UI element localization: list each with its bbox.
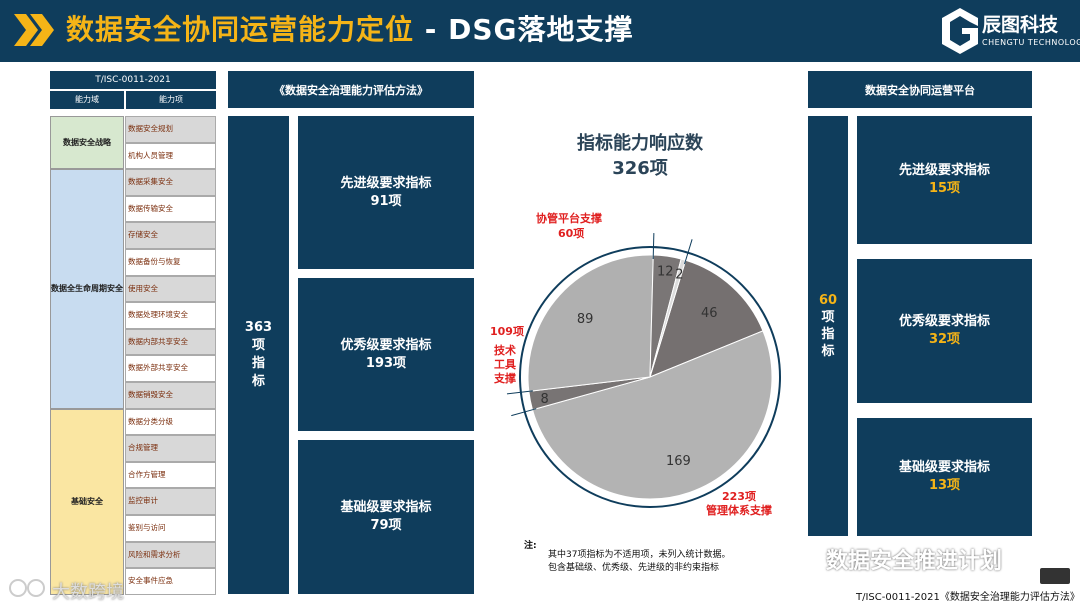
group-label-tools: 技术 工具 支撑 [494, 344, 516, 385]
capability-item-cell: 数据外部共享安全 [125, 355, 216, 382]
logo-subtext: CHENGTU TECHNOLOGY [982, 38, 1080, 47]
platform-advanced-level: 先进级要求指标 15项 [857, 116, 1032, 244]
wechat-icon [780, 541, 819, 573]
platform-basic-level: 基础级要求指标 13项 [857, 418, 1032, 536]
method-total-indicators: 363 项指标 [228, 116, 289, 594]
capability-item-cell: 数据内部共享安全 [125, 328, 216, 356]
group-count-management: 223项 [722, 490, 756, 503]
group-label-platform: 协管平台支撑 [536, 212, 602, 225]
pie-outer-ring [519, 246, 781, 508]
capability-item-cell: 安全事件应急 [125, 568, 216, 595]
pie-slice [531, 330, 773, 500]
footer-standard-reference: T/ISC-0011-2021《数据安全治理能力评估方法》 [856, 592, 1080, 603]
capability-item-cell: 风险和需求分析 [125, 541, 216, 569]
capability-item-cell: 监控审计 [125, 488, 216, 515]
group-label-management: 管理体系支撑 [706, 504, 772, 517]
domain-cell: 数据全生命周期安全 [50, 169, 124, 409]
platform-total-indicators: 60 项指标 [808, 116, 848, 536]
page-title: 数据安全协同运营能力定位 - DSG落地支撑 [66, 13, 634, 46]
capability-item-cell: 鉴别与访问 [125, 515, 216, 542]
domain-cell: 基础安全 [50, 408, 124, 595]
corner-badge [1040, 568, 1070, 584]
pie-slice [527, 254, 654, 392]
group-divider-tick [684, 239, 693, 265]
platform-excellent-level: 优秀级要求指标 32项 [857, 259, 1032, 403]
capability-item-cell: 数据处理环境安全 [125, 302, 216, 329]
capability-item-cell: 数据分类分级 [125, 408, 216, 436]
watermark-left: 大数跨境 [52, 582, 124, 603]
group-count-platform: 60项 [558, 227, 585, 240]
pie-slice-label: 89 [577, 312, 594, 327]
cross-border-logo-icon [9, 579, 45, 597]
column-header-item: 能力项 [126, 91, 216, 109]
capability-item-cell: 使用安全 [125, 275, 216, 303]
double-chevron-icon [14, 14, 54, 46]
capability-item-cell: 数据传输安全 [125, 195, 216, 223]
chart-title: 指标能力响应数 [577, 133, 703, 154]
capability-item-cell: 存储安全 [125, 222, 216, 249]
platform-title: 数据安全协同运营平台 [808, 71, 1032, 108]
note-line-2: 包含基础级、优秀级、先进级的非约束指标 [548, 563, 720, 573]
group-divider-tick [511, 408, 537, 417]
pie-slice-label: 46 [701, 306, 718, 321]
chengtu-logo-icon [942, 8, 978, 54]
group-divider-tick [652, 233, 655, 260]
capability-item-cell: 数据采集安全 [125, 169, 216, 196]
capability-item-cell: 机构人员管理 [125, 142, 216, 170]
group-divider-tick [506, 390, 533, 395]
chart-subtitle: 326项 [612, 158, 668, 179]
capability-item-cell: 合规管理 [125, 435, 216, 462]
pie-slice-label: 12 [657, 265, 674, 280]
method-basic-level: 基础级要求指标 79项 [298, 440, 474, 594]
method-advanced-level: 先进级要求指标 91项 [298, 116, 474, 269]
pie-slice-label: 169 [666, 454, 691, 469]
column-header-domain: 能力域 [50, 91, 124, 109]
domain-cell: 数据安全战略 [50, 116, 124, 170]
standard-code-header: T/ISC-0011-2021 [50, 71, 216, 89]
method-excellent-level: 优秀级要求指标 193项 [298, 278, 474, 431]
method-title: 《数据安全治理能力评估方法》 [228, 71, 474, 108]
group-count-tools: 109项 [490, 325, 524, 338]
pie-slice [649, 259, 764, 378]
note-line-1: 其中37项指标为不适用项，未列入统计数据。 [548, 550, 731, 560]
capability-item-cell: 数据安全规划 [125, 116, 216, 143]
pie-slice-label: 2 [675, 268, 683, 283]
capability-item-cell: 数据备份与恢复 [125, 249, 216, 276]
header-bar: 数据安全协同运营能力定位 - DSG落地支撑 辰图科技 CHENGTU TECH… [0, 0, 1080, 62]
logo-text: 辰图科技 [982, 14, 1059, 36]
watermark-right: 数据安全推进计划 [826, 549, 1003, 574]
note-label: 注: [524, 541, 537, 551]
capability-item-cell: 数据销毁安全 [125, 382, 216, 409]
response-pie-chart: 46 169 8 89 12 2 [506, 233, 781, 508]
pie-slice-label: 8 [541, 392, 549, 407]
capability-item-cell: 合作方管理 [125, 461, 216, 489]
